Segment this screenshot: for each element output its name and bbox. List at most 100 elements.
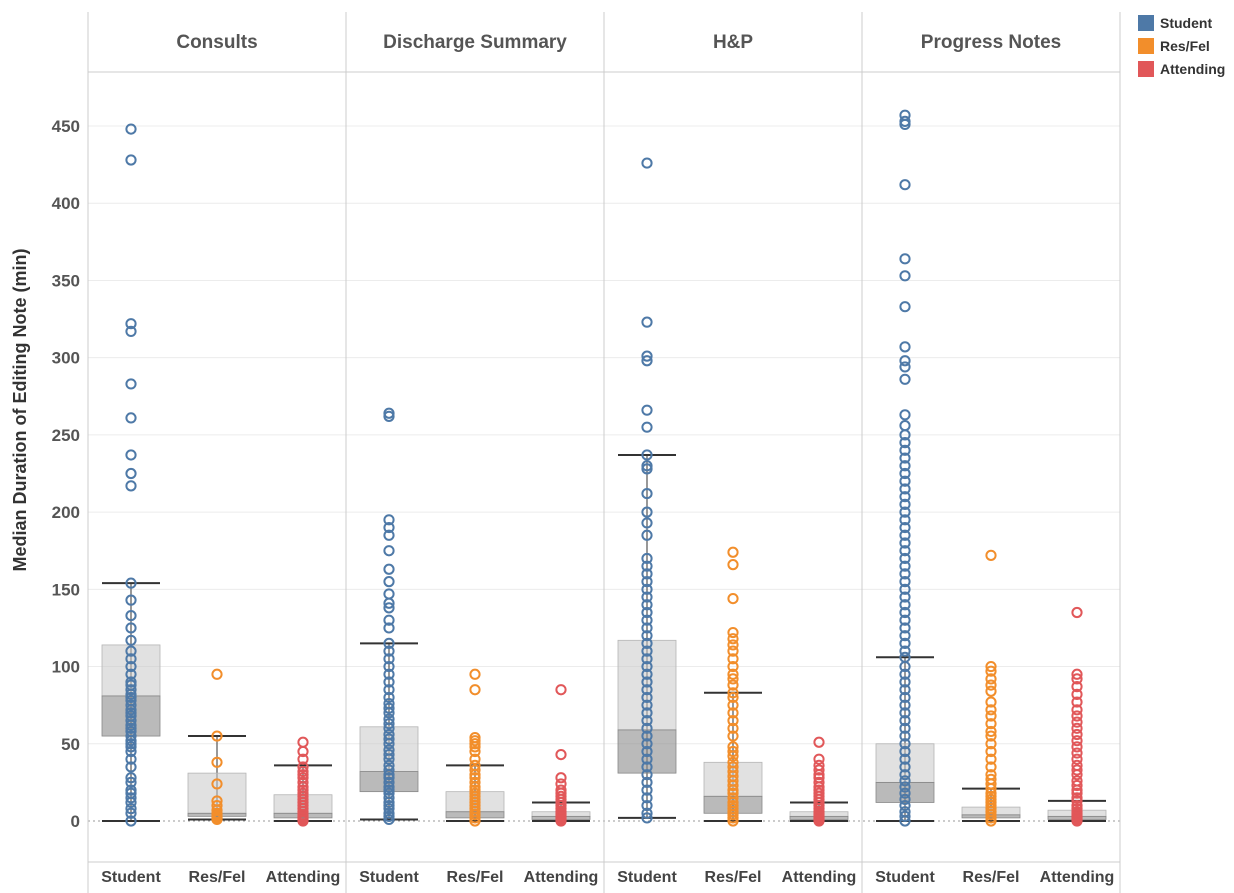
point-consults-res-fel-10 (211, 730, 223, 742)
point-handp-student-25 (641, 622, 653, 634)
point-progress-notes-student-25 (899, 637, 911, 649)
point-discharge-summary-res-fel-15 (469, 764, 481, 776)
point-progress-notes-res-fel-23 (985, 696, 997, 708)
point-progress-notes-attending-26 (1071, 704, 1083, 716)
point-consults-student-32 (125, 653, 137, 665)
point-consults-student-33 (125, 645, 137, 657)
point-handp-res-fel-27 (727, 673, 739, 685)
point-discharge-summary-student-2 (383, 807, 395, 819)
point-consults-student-36 (125, 609, 137, 622)
point-handp-attending-18 (813, 764, 825, 776)
category-label-discharge-summary-res-fel: Res/Fel (447, 869, 504, 886)
point-progress-notes-student-47 (899, 467, 911, 480)
point-progress-notes-student-10 (899, 753, 911, 765)
point-handp-student-1 (641, 807, 653, 819)
point-handp-res-fel-14 (727, 761, 739, 773)
point-progress-notes-attending-21 (1071, 735, 1083, 747)
point-handp-student-28 (641, 599, 653, 611)
point-progress-notes-student-30 (899, 599, 911, 611)
point-progress-notes-student-2 (899, 806, 911, 818)
point-consults-attending-18 (297, 761, 309, 773)
point-progress-notes-student-7 (899, 775, 911, 787)
point-handp-res-fel-25 (727, 687, 739, 699)
point-handp-student-9 (641, 745, 653, 758)
y-tick-100: 100 (52, 658, 80, 677)
point-consults-res-fel-7 (211, 795, 223, 807)
point-handp-student-46 (641, 316, 653, 328)
point-progress-notes-attending-30 (1071, 673, 1083, 685)
point-discharge-summary-attending-13 (555, 784, 567, 796)
legend-swatch-attending (1138, 61, 1154, 77)
point-progress-notes-student-19 (899, 684, 911, 696)
point-handp-student-17 (641, 684, 653, 696)
category-label-discharge-summary-attending: Attending (524, 869, 599, 886)
point-progress-notes-student-55 (899, 373, 911, 385)
point-progress-notes-student-57 (899, 355, 911, 367)
point-consults-res-fel-8 (211, 778, 223, 790)
point-handp-res-fel-24 (727, 691, 739, 704)
point-discharge-summary-student-32 (383, 653, 395, 665)
point-progress-notes-student-31 (899, 591, 911, 603)
point-handp-res-fel-26 (727, 679, 739, 691)
point-handp-student-43 (641, 404, 653, 416)
point-progress-notes-student-35 (899, 560, 911, 572)
point-handp-student-20 (641, 660, 653, 673)
point-handp-res-fel-22 (727, 707, 739, 719)
point-discharge-summary-student-22 (383, 718, 395, 730)
point-progress-notes-res-fel-27 (985, 665, 997, 677)
point-progress-notes-student-60 (899, 270, 911, 282)
point-consults-student-10 (125, 753, 137, 765)
point-progress-notes-attending-16 (1071, 764, 1083, 776)
point-handp-student-6 (641, 769, 653, 781)
point-progress-notes-student-56 (899, 361, 911, 373)
point-discharge-summary-student-23 (383, 713, 395, 725)
category-label-progress-notes-attending: Attending (1040, 869, 1115, 886)
point-progress-notes-res-fel-14 (985, 761, 997, 773)
point-progress-notes-res-fel-25 (985, 679, 997, 691)
point-handp-res-fel-29 (727, 660, 739, 673)
point-consults-attending-14 (297, 776, 309, 788)
legend-swatch-student (1138, 15, 1154, 31)
legend-label-res-fel: Res/Fel (1160, 38, 1210, 54)
point-handp-res-fel-36 (727, 559, 739, 571)
point-handp-res-fel-15 (727, 756, 739, 768)
point-consults-student-30 (125, 668, 137, 680)
point-handp-student-2 (641, 799, 653, 812)
point-progress-notes-res-fel-24 (985, 685, 997, 697)
point-consults-student-35 (125, 622, 137, 634)
point-progress-notes-attending-17 (1071, 759, 1083, 772)
point-progress-notes-student-59 (899, 301, 911, 313)
point-discharge-summary-student-10 (383, 776, 395, 788)
point-progress-notes-student-49 (899, 452, 911, 464)
point-progress-notes-attending-31 (1071, 668, 1083, 680)
point-progress-notes-student-58 (899, 341, 911, 353)
point-progress-notes-student-23 (899, 651, 911, 663)
point-consults-attending-21 (297, 736, 309, 748)
point-progress-notes-student-32 (899, 583, 911, 595)
point-discharge-summary-student-19 (383, 733, 395, 745)
point-discharge-summary-attending-17 (555, 684, 567, 696)
point-consults-student-11 (125, 745, 137, 758)
point-handp-res-fel-32 (727, 639, 739, 651)
point-progress-notes-attending-10 (1071, 792, 1083, 804)
point-progress-notes-attending-18 (1071, 753, 1083, 765)
point-progress-notes-attending-22 (1071, 728, 1083, 741)
box-lower-handp-student (617, 729, 677, 774)
point-discharge-summary-res-fel-17 (469, 753, 481, 765)
category-label-progress-notes-student: Student (875, 869, 935, 886)
point-handp-student-30 (641, 583, 653, 595)
point-discharge-summary-student-31 (383, 660, 395, 673)
point-handp-student-5 (641, 776, 653, 788)
point-handp-res-fel-17 (727, 745, 739, 758)
category-label-consults-student: Student (101, 869, 161, 886)
point-handp-student-31 (641, 576, 653, 588)
point-progress-notes-student-36 (899, 552, 911, 565)
point-discharge-summary-student-13 (383, 764, 395, 776)
point-handp-student-42 (641, 421, 653, 433)
point-progress-notes-student-29 (899, 606, 911, 619)
point-handp-student-22 (641, 645, 653, 657)
point-progress-notes-student-53 (899, 420, 911, 432)
point-handp-student-41 (641, 449, 653, 461)
point-discharge-summary-student-45 (383, 514, 395, 526)
point-discharge-summary-student-39 (383, 588, 395, 600)
